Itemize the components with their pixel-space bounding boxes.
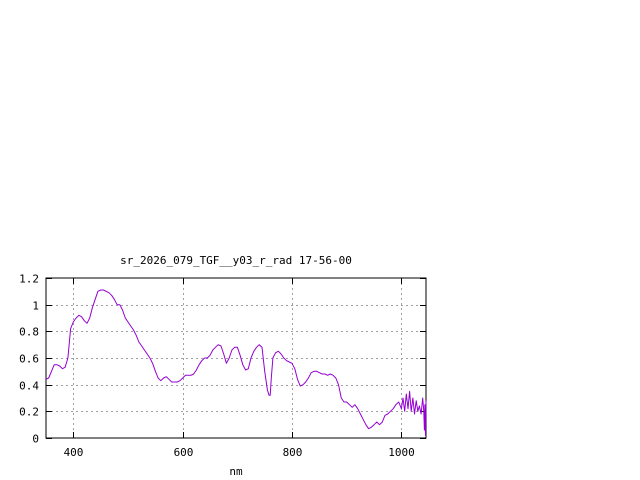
y-tick-label: 1.2	[19, 273, 39, 286]
grid	[46, 278, 426, 438]
series-layer	[45, 289, 427, 436]
y-tick-label: 0.6	[19, 353, 39, 366]
x-tick-label: 800	[283, 446, 303, 459]
chart-title: sr_2026_079_TGF__y03_r_rad 17-56-00	[120, 254, 352, 267]
x-tick-label: 600	[174, 446, 194, 459]
axis-ticks: 0 0.2 0.4 0.6 0.8 1 1.2 400 600 800 1000	[19, 273, 426, 459]
x-tick-label: 400	[64, 446, 84, 459]
y-tick-label: 1	[32, 300, 39, 313]
y-tick-label: 0.8	[19, 326, 39, 339]
series-line	[45, 289, 427, 436]
x-tick-label: 1000	[388, 446, 415, 459]
x-axis-label: nm	[229, 465, 243, 478]
y-tick-label: 0.2	[19, 406, 39, 419]
y-tick-label: 0	[32, 433, 39, 446]
y-tick-label: 0.4	[19, 380, 39, 393]
